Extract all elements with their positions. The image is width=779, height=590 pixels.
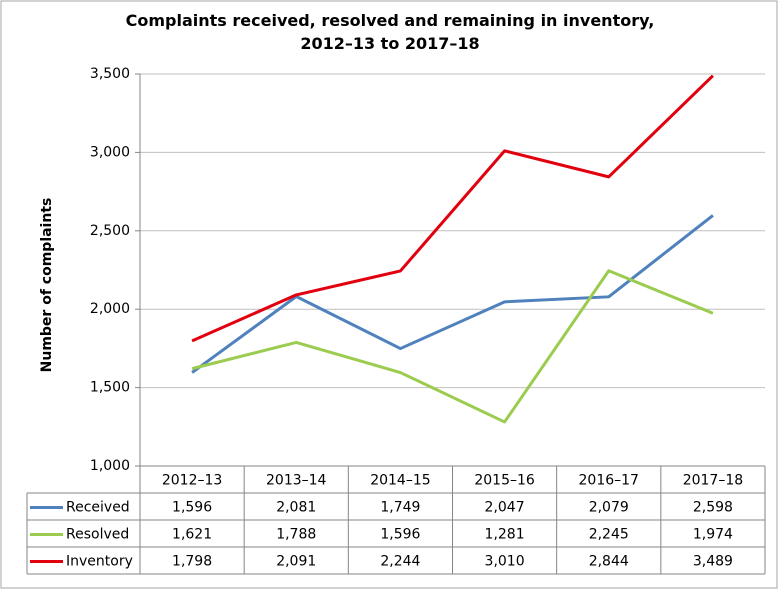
series-line bbox=[191, 269, 714, 424]
table-value: 2,244 bbox=[380, 554, 420, 570]
y-tick-label: 2,500 bbox=[90, 223, 130, 239]
table-value: 2,047 bbox=[485, 500, 525, 516]
legend-label: Received bbox=[66, 500, 130, 516]
table-value: 1,749 bbox=[380, 500, 420, 516]
table-value: 1,798 bbox=[172, 554, 212, 570]
chart-title: Complaints received, resolved and remain… bbox=[125, 11, 655, 53]
y-tick-label: 1,500 bbox=[90, 380, 130, 396]
table-value: 1,596 bbox=[172, 500, 212, 516]
y-tick-label: 2,000 bbox=[90, 301, 130, 317]
y-tick-label: 3,500 bbox=[90, 66, 130, 82]
table-value: 3,010 bbox=[485, 554, 525, 570]
table-value: 3,489 bbox=[693, 554, 733, 570]
x-tick-label: 2013–14 bbox=[266, 473, 327, 489]
y-axis-title: Number of complaints bbox=[39, 198, 55, 373]
table-value: 1,621 bbox=[172, 527, 212, 543]
x-tick-label: 2012–13 bbox=[162, 473, 222, 489]
x-tick-label: 2017–18 bbox=[683, 473, 743, 489]
table-value: 1,974 bbox=[693, 527, 733, 543]
table-value: 2,598 bbox=[693, 500, 733, 516]
table-value: 1,596 bbox=[380, 527, 420, 543]
legend-label: Resolved bbox=[66, 527, 129, 543]
table-value: 2,081 bbox=[276, 500, 316, 516]
series-line bbox=[191, 214, 714, 374]
legend-label: Inventory bbox=[66, 554, 133, 570]
series-line bbox=[191, 74, 714, 343]
x-tick-label: 2015–16 bbox=[474, 473, 535, 489]
x-tick-label: 2014–15 bbox=[370, 473, 430, 489]
table-value: 2,245 bbox=[589, 527, 629, 543]
y-tick-label: 3,000 bbox=[90, 144, 130, 160]
table-value: 1,788 bbox=[276, 527, 316, 543]
table-value: 1,281 bbox=[485, 527, 525, 543]
y-tick-label: 1,000 bbox=[90, 458, 130, 474]
table-value: 2,091 bbox=[276, 554, 316, 570]
table-value: 2,079 bbox=[589, 500, 629, 516]
table-value: 2,844 bbox=[589, 554, 629, 570]
x-tick-label: 2016–17 bbox=[579, 473, 639, 489]
